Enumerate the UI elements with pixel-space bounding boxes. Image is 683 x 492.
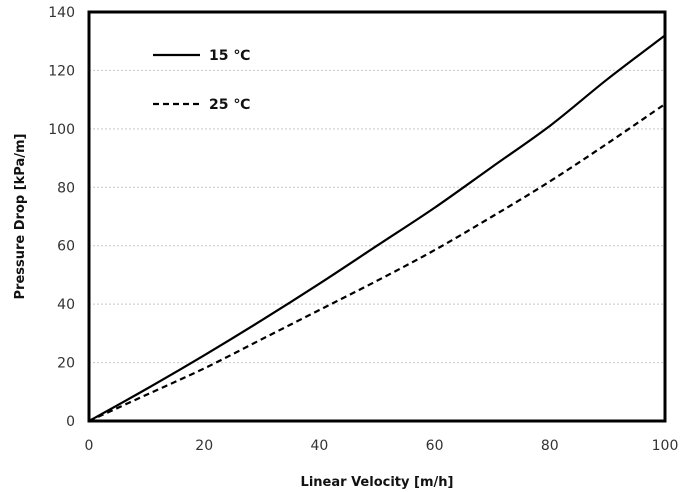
y-axis-title: Pressure Drop [kPa/m]	[13, 134, 28, 300]
x-tick-label-60: 60	[426, 438, 444, 454]
y-tick-label-20: 20	[57, 356, 75, 372]
x-tick-label-40: 40	[310, 438, 328, 454]
y-tick-label-0: 0	[66, 414, 75, 430]
y-tick-label-120: 120	[48, 63, 75, 79]
series-layer	[88, 34, 666, 423]
y-tick-label-60: 60	[57, 239, 75, 255]
plot-area-frame	[87, 10, 667, 423]
gridlines	[89, 69, 665, 364]
x-tick-label-20: 20	[195, 438, 213, 454]
y-tick-label-40: 40	[57, 297, 75, 313]
x-axis-ticks: 0 20 40 60 80 100	[85, 438, 679, 454]
y-tick-label-140: 140	[48, 5, 75, 21]
legend: 15 ℃ 25 ℃	[153, 48, 250, 113]
x-tick-label-100: 100	[652, 438, 679, 454]
y-tick-label-100: 100	[48, 122, 75, 138]
series-line-15c	[88, 34, 666, 422]
legend-label-15c: 15 ℃	[209, 48, 250, 64]
x-tick-label-80: 80	[541, 438, 559, 454]
series-line-25c	[88, 103, 666, 423]
x-axis-title: Linear Velocity [m/h]	[301, 475, 454, 490]
y-tick-label-80: 80	[57, 180, 75, 196]
x-tick-label-0: 0	[85, 438, 94, 454]
y-axis-ticks: 0 20 40 60 80 100 120 140	[48, 5, 75, 430]
legend-label-25c: 25 ℃	[209, 97, 250, 113]
